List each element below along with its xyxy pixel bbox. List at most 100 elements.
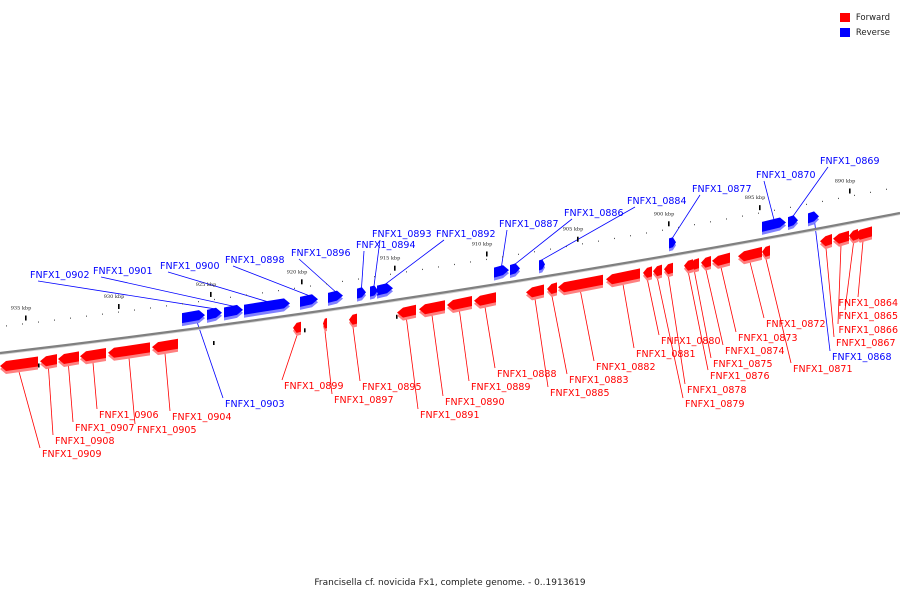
gene-arrow[interactable]: [788, 215, 798, 231]
gene-label[interactable]: FNFX1_0895: [362, 382, 422, 393]
gene-arrow[interactable]: [701, 256, 711, 271]
gene-arrow[interactable]: [833, 230, 849, 247]
gene-arrow[interactable]: [152, 338, 178, 356]
gene-label[interactable]: FNFX1_0899: [284, 381, 344, 392]
scale-dot: [822, 200, 823, 203]
gene-arrow[interactable]: [526, 284, 544, 301]
gene-arrow[interactable]: [849, 229, 858, 244]
gene-label[interactable]: FNFX1_0905: [137, 425, 197, 436]
gene-arrow-body: [300, 294, 318, 307]
gene-label[interactable]: FNFX1_0887: [499, 219, 559, 230]
gene-label[interactable]: FNFX1_0886: [564, 208, 624, 219]
gene-label[interactable]: FNFX1_0867: [836, 338, 896, 349]
gene-arrow[interactable]: [820, 233, 832, 250]
gene-label[interactable]: FNFX1_0902: [30, 270, 90, 281]
gene-label[interactable]: FNFX1_0880: [661, 336, 721, 347]
gene-arrow[interactable]: [762, 217, 786, 235]
gene-label[interactable]: FNFX1_0865: [838, 311, 898, 322]
gene-label[interactable]: FNFX1_0866: [838, 325, 898, 336]
gene-label[interactable]: FNFX1_0909: [42, 449, 102, 460]
gene-label[interactable]: FNFX1_0903: [225, 399, 285, 410]
gene-label[interactable]: FNFX1_0882: [596, 362, 656, 373]
gene-arrow[interactable]: [606, 268, 640, 288]
gene-label[interactable]: FNFX1_0888: [497, 369, 557, 380]
gene-label[interactable]: FNFX1_0893: [372, 229, 432, 240]
gene-arrow[interactable]: [664, 262, 673, 278]
gene-label[interactable]: FNFX1_0897: [334, 395, 394, 406]
gene-label[interactable]: FNFX1_0883: [569, 375, 629, 386]
gene-label[interactable]: FNFX1_0874: [725, 346, 785, 357]
gene-arrow[interactable]: [349, 313, 357, 328]
gene-label[interactable]: FNFX1_0889: [471, 382, 531, 393]
gene-arrow[interactable]: [539, 259, 545, 274]
gene-arrow-body: [397, 304, 416, 318]
gene-arrow[interactable]: [323, 317, 327, 332]
gene-arrow[interactable]: [684, 259, 693, 274]
gene-label[interactable]: FNFX1_0904: [172, 412, 232, 423]
gene-arrow[interactable]: [738, 246, 762, 265]
gene-arrow[interactable]: [224, 304, 243, 321]
gene-label[interactable]: FNFX1_0907: [75, 423, 135, 434]
gene-arrow[interactable]: [494, 265, 509, 281]
gene-arrow[interactable]: [300, 294, 318, 310]
gene-label[interactable]: FNFX1_0872: [766, 319, 826, 330]
leader-line: [668, 276, 686, 385]
gene-arrow[interactable]: [293, 321, 301, 336]
gene-arrow[interactable]: [653, 264, 662, 280]
gene-label[interactable]: FNFX1_0894: [356, 240, 416, 251]
gene-arrow[interactable]: [377, 283, 393, 299]
gene-label[interactable]: FNFX1_0876: [710, 371, 770, 382]
gene-arrow[interactable]: [328, 290, 343, 306]
gene-label[interactable]: FNFX1_0864: [838, 298, 898, 309]
gene-label[interactable]: FNFX1_0877: [692, 184, 752, 195]
gene-label[interactable]: FNFX1_0868: [832, 352, 892, 363]
leader-line: [37, 280, 215, 310]
major-tick: [25, 315, 27, 321]
gene-label[interactable]: FNFX1_0900: [160, 261, 220, 272]
gene-label[interactable]: FNFX1_0871: [793, 364, 853, 375]
gene-arrow[interactable]: [80, 348, 106, 365]
gene-label[interactable]: FNFX1_0881: [636, 349, 696, 360]
gene-label[interactable]: FNFX1_0873: [738, 333, 798, 344]
gene-arrow[interactable]: [40, 354, 57, 370]
gene-arrow[interactable]: [474, 292, 496, 309]
gene-label[interactable]: FNFX1_0901: [93, 266, 153, 277]
gene-arrow[interactable]: [397, 304, 416, 321]
gene-arrow[interactable]: [643, 266, 652, 281]
gene-arrow-body: [833, 230, 849, 244]
gene-arrow[interactable]: [419, 300, 445, 318]
gene-arrow[interactable]: [357, 287, 366, 302]
scale-dot: [118, 311, 119, 313]
gene-arrow[interactable]: [712, 252, 730, 269]
gene-arrow[interactable]: [182, 310, 205, 327]
gene-arrow[interactable]: [808, 211, 819, 227]
gene-arrow[interactable]: [0, 356, 38, 374]
gene-arrow[interactable]: [558, 274, 603, 296]
gene-label[interactable]: FNFX1_0892: [436, 229, 496, 240]
gene-label[interactable]: FNFX1_0898: [225, 255, 285, 266]
gene-label[interactable]: FNFX1_0870: [756, 170, 816, 181]
gene-label[interactable]: FNFX1_0875: [713, 359, 773, 370]
gene-arrow[interactable]: [510, 263, 520, 279]
gene-arrow[interactable]: [447, 296, 472, 313]
gene-label[interactable]: FNFX1_0906: [99, 410, 159, 421]
gene-label[interactable]: FNFX1_0891: [420, 410, 480, 421]
gene-label[interactable]: FNFX1_0908: [55, 436, 115, 447]
gene-label[interactable]: FNFX1_0869: [820, 156, 880, 167]
gene-arrow[interactable]: [244, 298, 290, 318]
gene-arrow[interactable]: [669, 237, 676, 252]
gene-arrow[interactable]: [207, 307, 222, 323]
scale-dot: [614, 237, 615, 240]
gene-label[interactable]: FNFX1_0885: [550, 388, 610, 399]
gene-arrow[interactable]: [547, 282, 557, 298]
gene-label[interactable]: FNFX1_0879: [685, 399, 745, 410]
gene-arrow[interactable]: [854, 226, 872, 243]
gene-label[interactable]: FNFX1_0878: [687, 385, 747, 396]
gene-arrow[interactable]: [762, 245, 770, 260]
gene-arrow[interactable]: [58, 351, 79, 368]
gene-arrow[interactable]: [108, 342, 150, 361]
gene-label[interactable]: FNFX1_0890: [445, 397, 505, 408]
gene-arrow[interactable]: [370, 285, 378, 300]
gene-label[interactable]: FNFX1_0884: [627, 196, 687, 207]
gene-label[interactable]: FNFX1_0896: [291, 248, 351, 259]
